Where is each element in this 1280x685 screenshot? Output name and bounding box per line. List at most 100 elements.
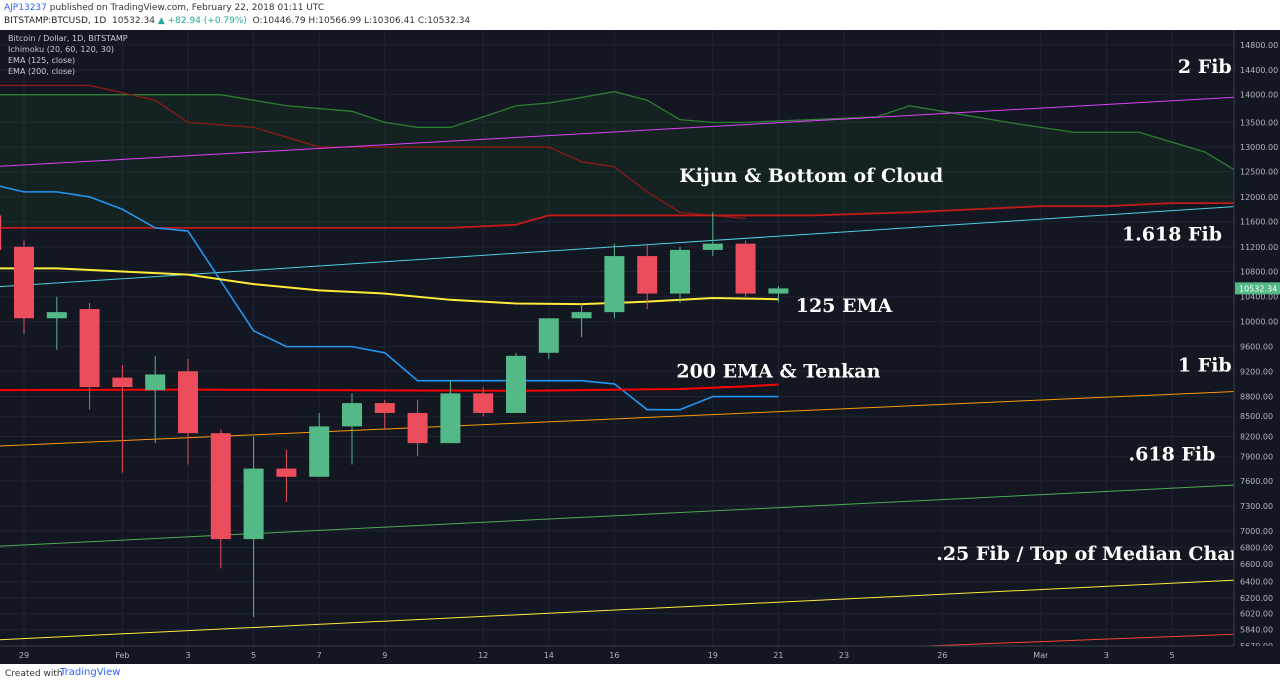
candle-body bbox=[112, 377, 133, 388]
candle-body bbox=[14, 246, 34, 319]
candle-body bbox=[506, 355, 526, 413]
y-tick-label: 6200.00 bbox=[1240, 594, 1273, 603]
y-tick-label: 7600.00 bbox=[1240, 477, 1273, 486]
legend-ichimoku[interactable]: Ichimoku (20, 60, 120, 30) bbox=[8, 45, 115, 54]
symbol-label: BITSTAMP:BTCUSD, 1D bbox=[4, 16, 107, 26]
candle-body bbox=[768, 288, 789, 294]
time-axis bbox=[0, 646, 1280, 664]
candle-body bbox=[210, 433, 231, 540]
ohlc-line: BITSTAMP:BTCUSD, 1D 10532.34 ▲ +82.94 (+… bbox=[4, 16, 470, 26]
candle-body bbox=[407, 412, 428, 444]
x-tick-label: Feb bbox=[115, 651, 129, 660]
y-tick-label: 7900.00 bbox=[1240, 452, 1273, 461]
x-tick-label: 5 bbox=[251, 651, 256, 660]
candle-body bbox=[571, 312, 592, 319]
candle-body bbox=[145, 374, 166, 391]
chart-annotation: 1.618 Fib bbox=[1122, 224, 1222, 246]
x-tick-label: 14 bbox=[544, 651, 554, 660]
x-tick-label: 12 bbox=[478, 651, 488, 660]
y-tick-label: 6400.00 bbox=[1240, 577, 1273, 586]
x-tick-label: 9 bbox=[382, 651, 387, 660]
x-tick-label: 3 bbox=[1104, 651, 1109, 660]
candle-body bbox=[309, 426, 330, 477]
candle-body bbox=[178, 371, 198, 434]
y-tick-label: 8200.00 bbox=[1240, 433, 1273, 442]
candle-body bbox=[670, 249, 690, 294]
current-price-tag bbox=[1235, 282, 1280, 295]
legend-ema125[interactable]: EMA (125, close) bbox=[8, 56, 76, 65]
tradingview-logo[interactable]: TradingView bbox=[60, 667, 121, 678]
y-tick-label: 12000.00 bbox=[1240, 193, 1278, 202]
x-tick-label: 21 bbox=[773, 651, 783, 660]
legend-ema200[interactable]: EMA (200, close) bbox=[8, 67, 76, 76]
fib-025-line bbox=[0, 577, 1280, 641]
chart-annotation: 200 EMA & Tenkan bbox=[676, 361, 880, 383]
y-tick-label: 11600.00 bbox=[1240, 218, 1278, 227]
x-tick-label: 5 bbox=[1169, 651, 1174, 660]
y-tick-label: 8500.00 bbox=[1240, 412, 1273, 421]
chart-annotation: .25 Fib / Top of Median Channel bbox=[936, 543, 1276, 565]
y-tick-label: 14000.00 bbox=[1240, 91, 1278, 100]
x-tick-label: 26 bbox=[937, 651, 947, 660]
candle-body bbox=[637, 256, 658, 294]
chart-annotation: 2 Fib bbox=[1178, 56, 1232, 78]
senkou-span-b bbox=[0, 195, 1280, 229]
senkou-span-a bbox=[0, 90, 1280, 177]
y-tick-label: 9600.00 bbox=[1240, 343, 1273, 352]
candle-body bbox=[0, 215, 2, 250]
price-axis bbox=[1234, 30, 1280, 664]
publish-line: AJP13237 published on TradingView.com, F… bbox=[4, 3, 324, 13]
ohlc-values: O:10446.79 H:10566.99 L:10306.41 C:10532… bbox=[252, 16, 471, 26]
author-link[interactable]: AJP13237 bbox=[4, 3, 47, 13]
chart-annotation: 1 Fib bbox=[1178, 354, 1232, 376]
y-tick-label: 12500.00 bbox=[1240, 168, 1278, 177]
y-tick-label: 10400.00 bbox=[1240, 293, 1278, 302]
candle-body bbox=[276, 468, 297, 477]
x-tick-label: 29 bbox=[19, 651, 29, 660]
y-tick-label: 10000.00 bbox=[1240, 317, 1278, 326]
y-tick-label: 8800.00 bbox=[1240, 393, 1273, 402]
y-tick-label: 5840.00 bbox=[1240, 625, 1273, 634]
y-tick-label: 10800.00 bbox=[1240, 267, 1278, 276]
x-tick-label: 7 bbox=[317, 651, 322, 660]
price-change: ▲ +82.94 (+0.79%) bbox=[157, 16, 247, 26]
chart-annotation: 125 EMA bbox=[796, 295, 893, 317]
x-tick-label: 19 bbox=[708, 651, 718, 660]
x-tick-label: Mar bbox=[1033, 651, 1049, 660]
y-tick-label: 6600.00 bbox=[1240, 560, 1273, 569]
y-tick-label: 7300.00 bbox=[1240, 502, 1273, 511]
legend-title: Bitcoin / Dollar, 1D, BITSTAMP bbox=[8, 34, 128, 43]
x-tick-label: 16 bbox=[609, 651, 619, 660]
candle-body bbox=[538, 318, 559, 353]
candle-body bbox=[79, 309, 100, 388]
y-tick-label: 14400.00 bbox=[1240, 66, 1278, 75]
y-tick-label: 13500.00 bbox=[1240, 118, 1278, 127]
ichimoku-cloud bbox=[0, 91, 1280, 228]
candle-body bbox=[702, 243, 723, 250]
y-tick-label: 7000.00 bbox=[1240, 527, 1273, 536]
x-tick-label: 3 bbox=[185, 651, 190, 660]
y-tick-label: 14800.00 bbox=[1240, 41, 1278, 50]
chart-annotation: Kijun & Bottom of Cloud bbox=[679, 165, 943, 187]
x-tick-label: 23 bbox=[839, 651, 849, 660]
candle-body bbox=[342, 403, 362, 427]
candle-body bbox=[374, 403, 395, 413]
current-price-label: 10532.34 bbox=[1239, 284, 1277, 293]
chart-area[interactable]: 2 Fib Kijun & Bottom of Cloud 1.618 Fib 125… bbox=[0, 30, 1280, 664]
y-tick-label: 11200.00 bbox=[1240, 243, 1278, 252]
candle-body bbox=[735, 243, 756, 294]
chart-footer: Created with TradingView bbox=[0, 664, 1280, 685]
candle-body bbox=[473, 393, 494, 413]
candle-body bbox=[440, 393, 461, 444]
candle-body bbox=[46, 312, 67, 319]
created-with-label: Created with bbox=[5, 669, 63, 679]
y-tick-label: 6800.00 bbox=[1240, 543, 1273, 552]
kijun-line bbox=[0, 185, 779, 411]
publish-info: published on TradingView.com, February 2… bbox=[46, 3, 325, 13]
y-tick-label: 6020.00 bbox=[1240, 609, 1273, 618]
last-price: 10532.34 bbox=[112, 16, 155, 26]
fib-2-line bbox=[0, 94, 1280, 167]
chart-header: AJP13237 published on TradingView.com, F… bbox=[0, 0, 1280, 30]
y-tick-label: 9200.00 bbox=[1240, 367, 1273, 376]
